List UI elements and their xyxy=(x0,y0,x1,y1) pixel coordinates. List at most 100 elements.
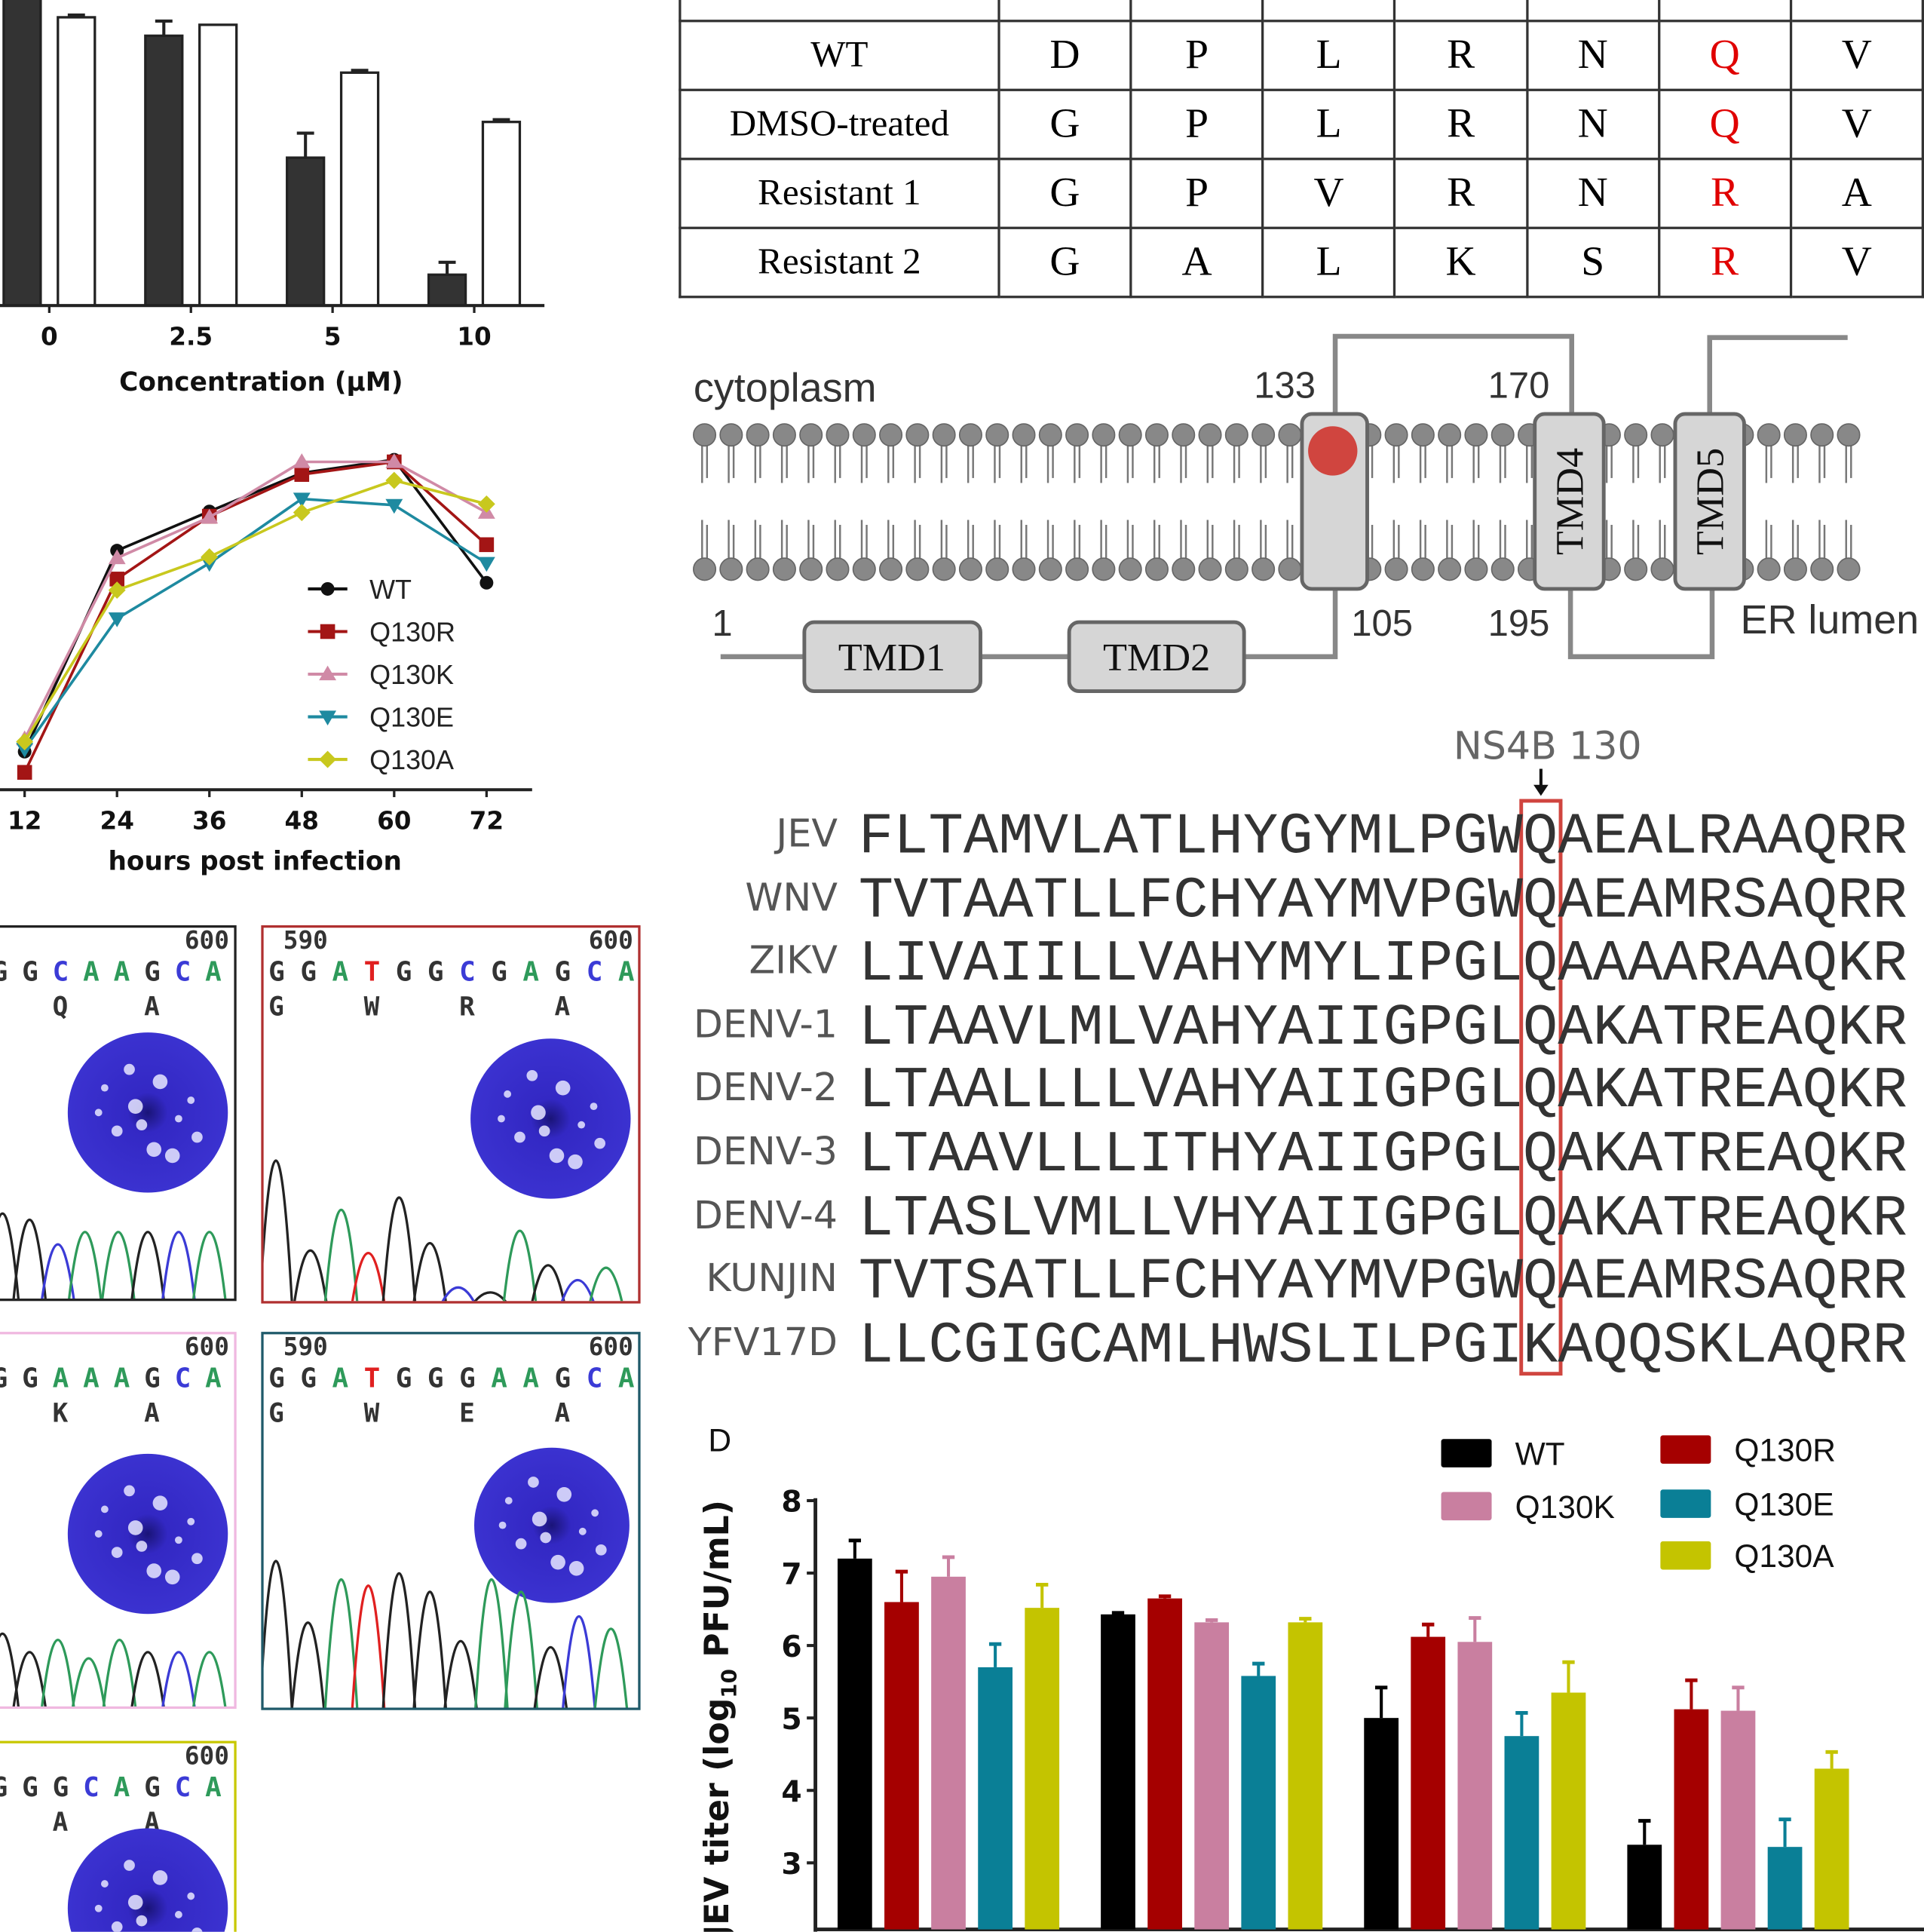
lipid-head xyxy=(852,557,876,581)
trace-peak xyxy=(263,1159,293,1302)
lipid-head xyxy=(1012,557,1036,581)
trace-peak xyxy=(474,1578,509,1708)
lipid-head xyxy=(1464,423,1488,447)
lipid-head xyxy=(958,557,982,581)
plaque-spot xyxy=(136,1541,148,1552)
trace-peak xyxy=(161,1651,196,1707)
plaque-spot xyxy=(504,1497,513,1504)
residue-cell: G xyxy=(997,158,1132,229)
plaque-spot xyxy=(127,1099,143,1114)
data-point-Q130R-24 xyxy=(109,572,125,587)
data-point-Q130E-24 xyxy=(108,612,126,627)
legend-marker-WT xyxy=(320,581,335,596)
lipid-head xyxy=(693,423,717,447)
trace-peak xyxy=(323,1209,359,1302)
legend-label-WT: WT xyxy=(369,574,412,605)
sequence-name: DENV-4 xyxy=(693,1193,838,1238)
residue-cell: R xyxy=(1393,158,1528,229)
row-label: DMSO-treated xyxy=(679,88,1000,161)
residue-cell: P xyxy=(1129,20,1264,91)
sequence-name: WNV xyxy=(745,875,838,920)
base-call: G xyxy=(300,957,317,989)
base-call: G xyxy=(22,1363,38,1395)
base-call: G xyxy=(0,1364,8,1395)
panel-b-growth-curve-chart: 12 24 36 48 60 72 hours post infection WT Q130R Q… xyxy=(0,452,532,876)
base-call: A xyxy=(522,1363,540,1395)
amino-acid-call: A xyxy=(52,1807,69,1837)
table-header-row xyxy=(679,0,1924,23)
trace-peak xyxy=(0,1633,20,1707)
legend-label-Q130A: Q130A xyxy=(1734,1538,1834,1574)
plaque-assay-well-icon xyxy=(470,1038,631,1199)
legend-swatch-Q130E xyxy=(1660,1489,1711,1518)
loop-195 xyxy=(1567,588,1715,660)
tmd4-label: TMD4 xyxy=(1548,448,1592,555)
trace-peak xyxy=(101,1231,136,1299)
lipid-head xyxy=(1198,557,1222,581)
y-label-text: JEV titer (log xyxy=(698,1697,737,1932)
plaque-spot xyxy=(111,1125,123,1137)
sequence-string: TVTSATLLFCHYAYMVPGWQAEAMRSAQRR xyxy=(858,1250,1907,1317)
x-tick-label: 12 xyxy=(8,807,41,836)
sequence-string: LTASLVMLLVHYAIIGPGLQAKATREAQKR xyxy=(858,1187,1907,1253)
base-call: G xyxy=(268,957,285,989)
base-call: G xyxy=(300,1363,317,1395)
data-point-Q130A-24 xyxy=(108,581,126,600)
panel-d-y-axis-label: JEV titer (log10 PFU/mL) xyxy=(699,1500,743,1932)
base-call: G xyxy=(554,957,571,989)
base-call: A xyxy=(205,1773,222,1804)
bar-Q130A-group-4 xyxy=(1814,1768,1849,1930)
lipid-head xyxy=(905,557,930,581)
plaque-spot xyxy=(531,1105,546,1121)
lipid-head xyxy=(1624,423,1648,447)
amino-acid-call: Q xyxy=(52,992,69,1022)
x-tick-label: 0 xyxy=(41,322,58,351)
chromatogram-Q130R: 590600GGATGGCGAGCAGGWRAE xyxy=(261,925,641,1304)
data-point-Q130R-72 xyxy=(479,537,495,553)
y-tick-label: 7 xyxy=(781,1558,801,1592)
residue-cell: Q xyxy=(1657,20,1792,91)
lipid-head xyxy=(719,557,743,581)
alignment-title: NS4B 130 xyxy=(1453,724,1642,769)
base-call: G xyxy=(0,957,8,988)
x-tick-label: 5 xyxy=(324,322,342,351)
position-number-left: 590 xyxy=(283,925,328,955)
plaque-spot xyxy=(526,1069,538,1081)
plaque-spot xyxy=(578,1527,587,1535)
data-point-Q130R-12 xyxy=(17,765,32,780)
plaque-spot xyxy=(540,1532,552,1544)
plaque-spot xyxy=(100,1880,109,1888)
tmd2-box xyxy=(1067,620,1246,694)
er-lumen-label: ER lumen xyxy=(1741,597,1919,642)
bar-open-0 xyxy=(57,16,97,307)
legend-swatch-Q130A xyxy=(1660,1541,1711,1570)
plaque-spot xyxy=(514,1131,525,1143)
lipid-head xyxy=(1252,557,1276,581)
lipid-head xyxy=(1038,423,1062,447)
base-call: A xyxy=(205,957,222,989)
series-line-Q130E xyxy=(23,497,488,750)
bar-filled-0 xyxy=(2,0,42,307)
plaque-spot xyxy=(124,1485,135,1497)
lipid-head xyxy=(1624,557,1648,581)
plaque-spot xyxy=(94,1109,103,1117)
lipid-head xyxy=(746,423,770,447)
sequence-string: LTAAVLMLVAHYAIIGPGLQAKATREAQKR xyxy=(858,996,1907,1063)
sequence-string: LIVAIILLVAHYMYLIPGLQAAAARAAQKR xyxy=(858,933,1907,998)
plaque-spot xyxy=(578,1121,586,1129)
trace-peak xyxy=(351,1584,386,1708)
plaque-spot xyxy=(498,1115,505,1123)
residue-cell: R xyxy=(1393,20,1528,91)
trace-peak xyxy=(72,1657,106,1707)
row-label: WT xyxy=(679,20,1000,91)
plaque-spot xyxy=(187,1096,195,1104)
legend-swatch-Q130K xyxy=(1441,1492,1492,1521)
x-tick-label: 10 xyxy=(457,322,491,351)
trace-peak xyxy=(593,1627,629,1708)
plaque-spot xyxy=(191,1553,203,1565)
amino-acid-call: A xyxy=(554,1398,571,1428)
bar-Q130K-group-2 xyxy=(1194,1622,1230,1930)
base-call: G xyxy=(22,957,38,989)
position-number-left: 590 xyxy=(283,1332,328,1362)
x-tick-label: 36 xyxy=(192,807,226,836)
